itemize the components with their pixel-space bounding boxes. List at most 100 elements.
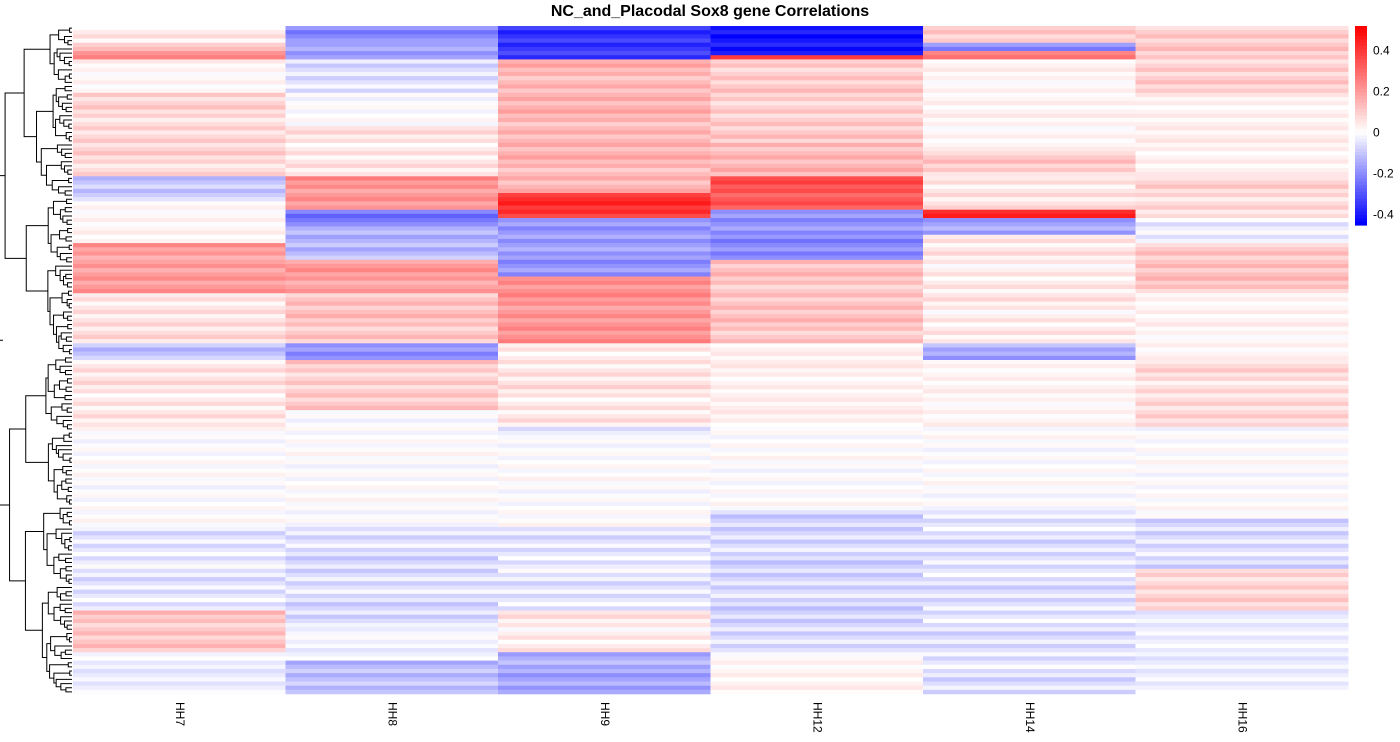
heatmap-cell bbox=[73, 456, 286, 461]
heatmap-cell bbox=[285, 627, 499, 632]
heatmap-cell bbox=[923, 263, 1136, 269]
heatmap-cell bbox=[923, 113, 1136, 119]
heatmap-cell bbox=[710, 606, 924, 611]
heatmap-cell bbox=[498, 230, 711, 236]
heatmap-cell bbox=[1135, 668, 1349, 674]
heatmap-cell bbox=[285, 71, 499, 77]
heatmap-cell bbox=[498, 117, 711, 123]
heatmap-cell bbox=[710, 84, 924, 89]
heatmap-cell bbox=[923, 614, 1136, 620]
heatmap-cell bbox=[710, 543, 924, 549]
heatmap-cell bbox=[710, 643, 924, 649]
heatmap-cell bbox=[285, 368, 499, 373]
heatmap-cell bbox=[923, 464, 1136, 469]
heatmap-cell bbox=[498, 305, 711, 311]
heatmap-cell bbox=[498, 326, 711, 332]
heatmap-cell bbox=[73, 443, 286, 448]
dendrogram-branch bbox=[67, 662, 72, 668]
heatmap-cell bbox=[498, 522, 711, 528]
heatmap-cell bbox=[710, 46, 924, 52]
heatmap-cell bbox=[710, 180, 924, 185]
heatmap-cell bbox=[73, 330, 286, 336]
heatmap-cell bbox=[1135, 393, 1349, 398]
heatmap-cell bbox=[498, 59, 711, 64]
heatmap-cell bbox=[73, 76, 286, 81]
legend-swatch bbox=[1355, 198, 1367, 203]
heatmap-cell bbox=[285, 460, 499, 465]
heatmap-cell bbox=[1135, 197, 1349, 202]
heatmap-cell bbox=[923, 268, 1136, 273]
heatmap-cell bbox=[498, 222, 711, 227]
heatmap-cell bbox=[710, 685, 924, 691]
heatmap-cell bbox=[1135, 213, 1349, 219]
heatmap-cell bbox=[498, 618, 711, 624]
heatmap-cell bbox=[73, 522, 286, 528]
legend-swatch bbox=[1355, 42, 1367, 47]
legend-swatch bbox=[1355, 79, 1367, 83]
heatmap-cell bbox=[73, 472, 286, 478]
legend-swatch bbox=[1355, 62, 1367, 67]
heatmap-cell bbox=[498, 660, 711, 666]
heatmap-cell bbox=[285, 660, 499, 666]
legend-swatch bbox=[1355, 89, 1367, 93]
heatmap-cell bbox=[710, 627, 924, 632]
heatmap-cell bbox=[923, 213, 1136, 219]
heatmap-cell bbox=[498, 577, 711, 582]
heatmap-cell bbox=[710, 397, 924, 403]
heatmap-cell bbox=[1135, 360, 1349, 365]
heatmap-cell bbox=[498, 485, 711, 490]
heatmap-cell bbox=[73, 514, 286, 519]
heatmap-cell bbox=[923, 230, 1136, 236]
heatmap-cell bbox=[1135, 635, 1349, 641]
heatmap-cell bbox=[1135, 543, 1349, 549]
heatmap-cell bbox=[285, 610, 499, 615]
legend-swatch bbox=[1355, 205, 1367, 210]
heatmap-cell bbox=[923, 255, 1136, 261]
heatmap-cell bbox=[923, 59, 1136, 64]
heatmap-cell bbox=[1135, 397, 1349, 403]
dendrogram-branch bbox=[59, 603, 72, 611]
heatmap-cell bbox=[285, 643, 499, 649]
dendrogram-branch bbox=[59, 52, 72, 61]
heatmap-cell bbox=[710, 80, 924, 85]
heatmap-cell bbox=[285, 443, 499, 448]
heatmap-cell bbox=[73, 67, 286, 73]
legend-tick-label: -0.2 bbox=[1373, 167, 1394, 181]
legend-swatch bbox=[1355, 165, 1367, 170]
heatmap-cell bbox=[285, 527, 499, 532]
heatmap-cell bbox=[285, 652, 499, 657]
heatmap-cell bbox=[285, 38, 499, 43]
heatmap-cell bbox=[923, 385, 1136, 390]
heatmap-cell bbox=[1135, 209, 1349, 215]
heatmap-cell bbox=[1135, 167, 1349, 173]
heatmap-cell bbox=[285, 226, 499, 231]
dendrogram-branch bbox=[56, 415, 72, 425]
heatmap-cell bbox=[923, 234, 1136, 240]
heatmap-cell bbox=[1135, 447, 1349, 453]
heatmap-cell bbox=[923, 556, 1136, 561]
heatmap-cell bbox=[498, 552, 711, 557]
heatmap-cell bbox=[923, 376, 1136, 382]
heatmap-cell bbox=[923, 685, 1136, 691]
heatmap-cell bbox=[285, 514, 499, 519]
heatmap-cell bbox=[285, 330, 499, 336]
heatmap-cell bbox=[285, 301, 499, 307]
heatmap-cell bbox=[1135, 597, 1349, 603]
heatmap-cell bbox=[710, 142, 924, 148]
heatmap-cell bbox=[1135, 305, 1349, 311]
legend-tick-label: 0.2 bbox=[1373, 85, 1390, 99]
legend-swatch bbox=[1355, 158, 1367, 163]
heatmap-cell bbox=[923, 443, 1136, 448]
heatmap-cell bbox=[710, 238, 924, 244]
dendrogram-branch bbox=[58, 96, 68, 107]
heatmap-cell bbox=[1135, 184, 1349, 190]
heatmap-cell bbox=[73, 96, 286, 102]
heatmap-cell bbox=[498, 284, 711, 290]
dendrogram-branch bbox=[64, 620, 72, 628]
dendrogram-branch bbox=[55, 359, 66, 370]
heatmap-cell bbox=[498, 376, 711, 382]
legend-swatch bbox=[1355, 178, 1367, 183]
heatmap-cell bbox=[285, 247, 499, 252]
heatmap-cell bbox=[285, 42, 499, 48]
heatmap-cell bbox=[923, 67, 1136, 73]
